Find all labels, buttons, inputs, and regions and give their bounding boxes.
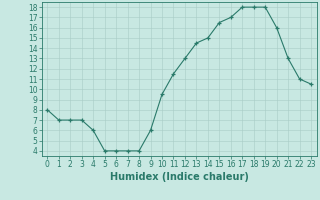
X-axis label: Humidex (Indice chaleur): Humidex (Indice chaleur) [110, 172, 249, 182]
